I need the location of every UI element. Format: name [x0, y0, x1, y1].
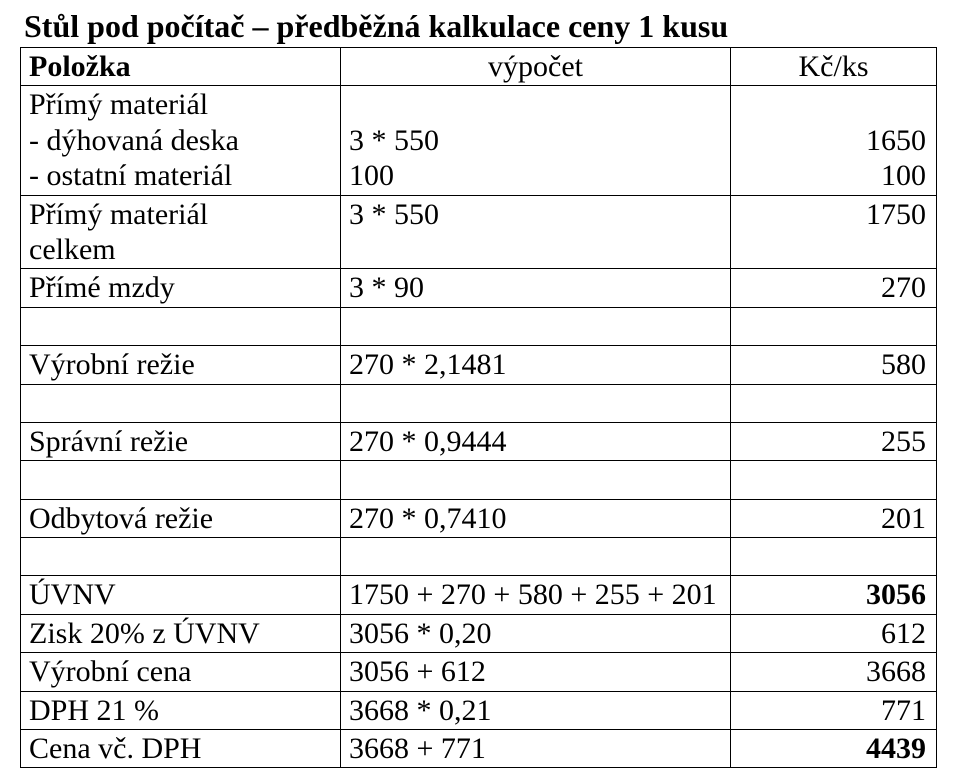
cell-total-label: Cena vč. DPH	[21, 730, 341, 768]
row-primy-material: Přímý materiál - dýhovaná deska - ostatn…	[21, 86, 937, 195]
spacer-cell	[341, 307, 731, 345]
row-uvnv: ÚVNV 1750 + 270 + 580 + 255 + 201 3056	[21, 576, 937, 614]
cell-total-calc: 3668 + 771	[341, 730, 731, 768]
cell-material-calc: 3 * 550 100	[341, 86, 731, 195]
cell-profit-val: 612	[731, 614, 937, 652]
spacer-cell	[21, 461, 341, 499]
row-vyrobni-rezie: Výrobní režie 270 * 2,1481 580	[21, 346, 937, 384]
cell-prodprice-label: Výrobní cena	[21, 653, 341, 691]
row-zisk: Zisk 20% z ÚVNV 3056 * 0,20 612	[21, 614, 937, 652]
cell-manuf-val: 580	[731, 346, 937, 384]
cell-admin-calc: 270 * 0,9444	[341, 422, 731, 460]
spacer-cell	[731, 307, 937, 345]
material-val-3: 100	[739, 158, 926, 193]
header-vypocet: výpočet	[341, 48, 731, 86]
row-prime-mzdy: Přímé mzdy 3 * 90 270	[21, 269, 937, 307]
cell-uvnv-calc: 1750 + 270 + 580 + 255 + 201	[341, 576, 731, 614]
material-label-1: Přímý materiál	[29, 87, 332, 122]
cell-wages-val: 270	[731, 269, 937, 307]
cell-uvnv-val: 3056	[731, 576, 937, 614]
header-kcks: Kč/ks	[731, 48, 937, 86]
row-spacer-2	[21, 384, 937, 422]
cell-total-val: 4439	[731, 730, 937, 768]
spacer-cell	[341, 384, 731, 422]
cell-profit-calc: 3056 * 0,20	[341, 614, 731, 652]
spacer-cell	[731, 538, 937, 576]
row-spacer-4	[21, 538, 937, 576]
spacer-cell	[341, 461, 731, 499]
cell-wages-calc: 3 * 90	[341, 269, 731, 307]
page-title: Stůl pod počítač – předběžná kalkulace c…	[24, 8, 940, 45]
row-spravni-rezie: Správní režie 270 * 0,9444 255	[21, 422, 937, 460]
spacer-cell	[21, 307, 341, 345]
cell-vat-val: 771	[731, 691, 937, 729]
cell-manuf-calc: 270 * 2,1481	[341, 346, 731, 384]
material-label-2: - dýhovaná deska	[29, 123, 332, 158]
cell-manuf-label: Výrobní režie	[21, 346, 341, 384]
cell-uvnv-label: ÚVNV	[21, 576, 341, 614]
spacer-cell	[341, 538, 731, 576]
material-calc-3: 100	[349, 158, 722, 193]
row-cena-vc-dph: Cena vč. DPH 3668 + 771 4439	[21, 730, 937, 768]
material-val-2: 1650	[739, 123, 926, 158]
material-label-3: - ostatní materiál	[29, 158, 332, 193]
row-vyrobni-cena: Výrobní cena 3056 + 612 3668	[21, 653, 937, 691]
cell-prodprice-calc: 3056 + 612	[341, 653, 731, 691]
material-total-label-1: Přímý materiál	[29, 197, 332, 232]
cell-vat-calc: 3668 * 0,21	[341, 691, 731, 729]
cell-material-val: 1650 100	[731, 86, 937, 195]
cell-material-total-val: 1750	[731, 195, 937, 269]
material-calc-2: 3 * 550	[349, 123, 722, 158]
row-spacer-3	[21, 461, 937, 499]
spacer-cell	[731, 461, 937, 499]
row-spacer-1	[21, 307, 937, 345]
spacer-cell	[731, 384, 937, 422]
cell-sales-label: Odbytová režie	[21, 499, 341, 537]
cell-wages-label: Přímé mzdy	[21, 269, 341, 307]
cell-material-label: Přímý materiál - dýhovaná deska - ostatn…	[21, 86, 341, 195]
cell-admin-val: 255	[731, 422, 937, 460]
row-odbytova-rezie: Odbytová režie 270 * 0,7410 201	[21, 499, 937, 537]
cell-vat-label: DPH 21 %	[21, 691, 341, 729]
cell-prodprice-val: 3668	[731, 653, 937, 691]
cell-profit-label: Zisk 20% z ÚVNV	[21, 614, 341, 652]
material-total-label-2: celkem	[29, 232, 332, 267]
spacer-cell	[21, 384, 341, 422]
page: Stůl pod počítač – předběžná kalkulace c…	[0, 0, 960, 751]
cell-sales-calc: 270 * 0,7410	[341, 499, 731, 537]
calc-table: Položka výpočet Kč/ks Přímý materiál - d…	[20, 47, 937, 768]
cell-material-total-label: Přímý materiál celkem	[21, 195, 341, 269]
header-polozka: Položka	[21, 48, 341, 86]
row-dph: DPH 21 % 3668 * 0,21 771	[21, 691, 937, 729]
row-material-celkem: Přímý materiál celkem 3 * 550 1750	[21, 195, 937, 269]
table-header-row: Položka výpočet Kč/ks	[21, 48, 937, 86]
cell-admin-label: Správní režie	[21, 422, 341, 460]
spacer-cell	[21, 538, 341, 576]
cell-material-total-calc: 3 * 550	[341, 195, 731, 269]
cell-sales-val: 201	[731, 499, 937, 537]
